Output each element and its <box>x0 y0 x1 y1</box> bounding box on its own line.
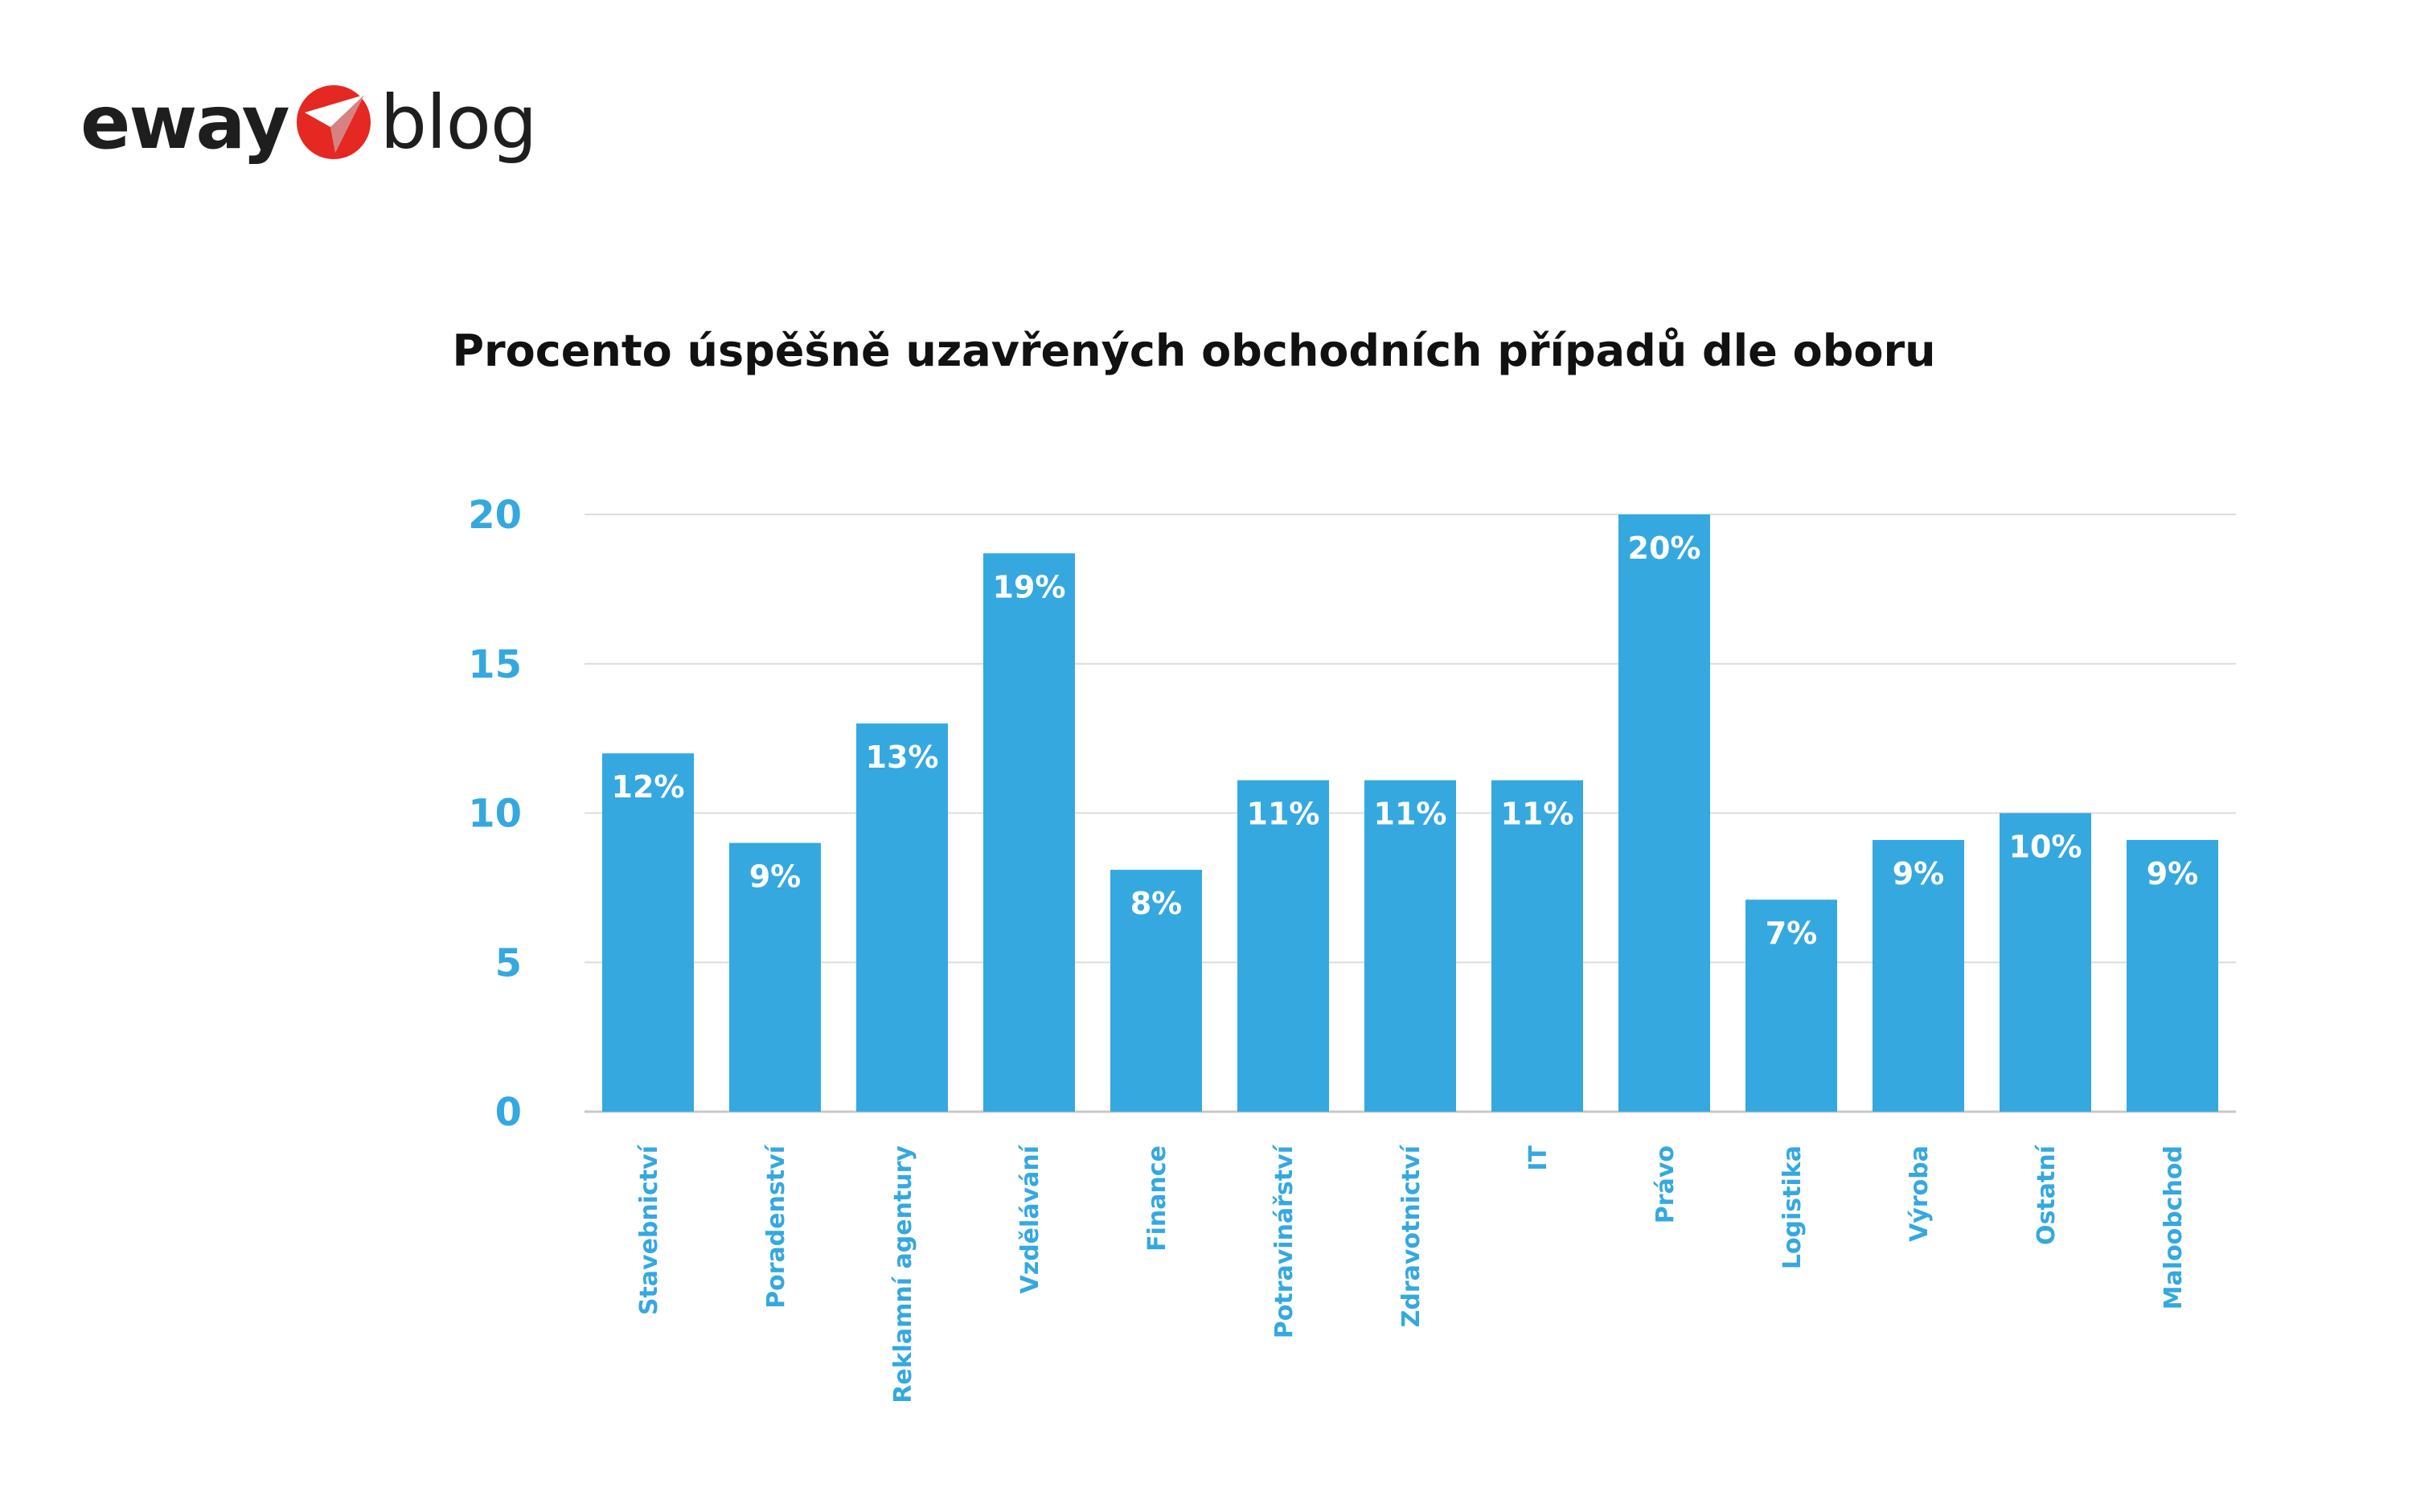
x-tick-label: Ostatní <box>2033 1144 2061 1245</box>
data-label: 7% <box>1766 916 1818 951</box>
data-label: 19% <box>993 569 1066 604</box>
data-label: 11% <box>1501 797 1574 832</box>
x-tick-label: Vzdělávání <box>1016 1144 1044 1293</box>
bar <box>2127 839 2218 1112</box>
bar <box>983 553 1075 1112</box>
logo-wordmark: eway <box>80 79 290 166</box>
bar <box>1745 899 1837 1112</box>
brand-logo: eway blog <box>80 74 538 170</box>
data-label: 13% <box>866 740 939 775</box>
data-label: 10% <box>2009 830 2082 865</box>
y-tick-label: 20 <box>468 493 522 538</box>
x-tick-label: Reklamní agentury <box>889 1145 917 1403</box>
bar <box>1491 780 1583 1112</box>
data-label: 9% <box>749 859 802 895</box>
y-axis: 0 5 10 15 20 <box>468 493 522 1135</box>
x-tick-label: Maloobchod <box>2160 1145 2188 1309</box>
bar <box>1618 514 1710 1112</box>
x-axis: Stavebnictví Poradenství Reklamní agentury… <box>635 1144 2188 1403</box>
bar <box>2000 813 2091 1112</box>
bar <box>1364 780 1456 1112</box>
x-tick-label: Právo <box>1651 1145 1680 1223</box>
data-label: 20% <box>1628 531 1701 566</box>
y-tick-label: 10 <box>468 792 522 837</box>
y-tick-label: 15 <box>468 642 522 687</box>
x-tick-label: Finance <box>1143 1145 1171 1252</box>
data-label: 9% <box>1893 856 1945 891</box>
x-tick-label: Potravinářství <box>1270 1144 1298 1338</box>
bar <box>856 723 948 1112</box>
bar <box>1873 839 1964 1112</box>
data-label: 12% <box>612 769 685 805</box>
data-labels: 12% 9% 13% 19% 8% 11% 11% 11% 20% 7% 9% 10% 9% <box>612 531 2199 951</box>
bar <box>1237 780 1329 1112</box>
bar <box>602 753 694 1112</box>
x-tick-label: Logistika <box>1778 1145 1807 1269</box>
logo-section: blog <box>379 79 538 166</box>
x-tick-label: IT <box>1524 1145 1553 1170</box>
data-label: 11% <box>1374 797 1447 832</box>
bars <box>602 514 2218 1112</box>
chart-title: Procento úspěšně uzavřených obchodních p… <box>452 326 1935 376</box>
data-label: 8% <box>1130 886 1183 921</box>
y-tick-label: 5 <box>495 940 522 985</box>
y-tick-label: 0 <box>495 1090 522 1135</box>
x-tick-label: Stavebnictví <box>635 1144 663 1315</box>
data-label: 11% <box>1247 797 1320 832</box>
data-label: 9% <box>2147 856 2199 891</box>
bar <box>729 842 821 1112</box>
x-tick-label: Poradenství <box>762 1144 790 1309</box>
bar <box>1110 870 1202 1112</box>
x-tick-label: Zdravotnictví <box>1397 1144 1425 1327</box>
x-tick-label: Výroba <box>1905 1145 1934 1242</box>
paper-plane-icon <box>296 85 371 159</box>
